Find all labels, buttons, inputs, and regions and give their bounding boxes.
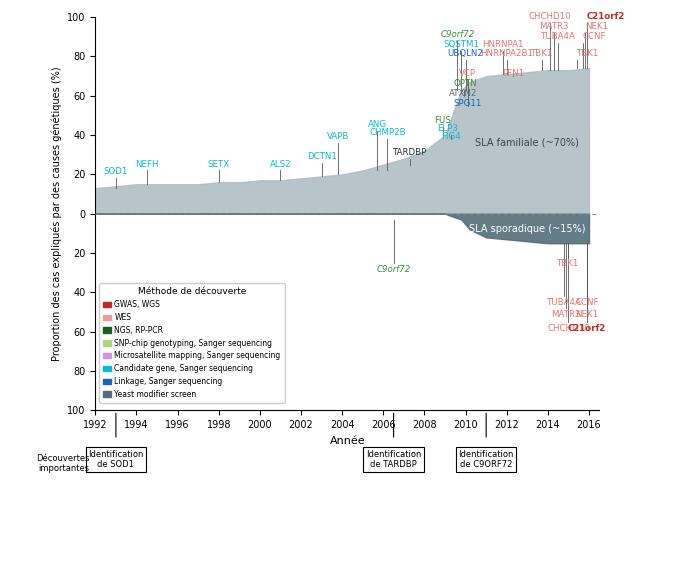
Text: SQSTM1: SQSTM1 — [443, 39, 479, 48]
Y-axis label: Proportion des cas expliqués par des causes génétiques (%): Proportion des cas expliqués par des cau… — [51, 67, 62, 361]
Text: C9orf72: C9orf72 — [377, 265, 411, 274]
Text: ANG: ANG — [368, 120, 387, 129]
Text: CHCHD10: CHCHD10 — [547, 324, 590, 333]
Text: ATXN2: ATXN2 — [449, 89, 477, 97]
Text: SETX: SETX — [208, 160, 229, 169]
Text: Identification
de SOD1: Identification de SOD1 — [89, 450, 144, 469]
Text: TARDBP: TARDBP — [393, 148, 427, 157]
Text: C21orf2: C21orf2 — [587, 12, 625, 21]
Text: CHCHD10: CHCHD10 — [528, 12, 571, 21]
Text: VAPB: VAPB — [327, 132, 349, 141]
Text: NEK1: NEK1 — [585, 22, 608, 31]
Text: SPG11: SPG11 — [454, 99, 482, 108]
Text: CCNF: CCNF — [575, 298, 599, 307]
Text: TUBA4A: TUBA4A — [541, 32, 575, 40]
Text: DCTN1: DCTN1 — [306, 152, 336, 161]
Text: FIG4: FIG4 — [441, 132, 461, 141]
Text: TBK1: TBK1 — [557, 259, 580, 268]
Text: UBQLN2: UBQLN2 — [447, 50, 484, 58]
Text: HNRNPA1: HNRNPA1 — [482, 39, 524, 48]
Text: MATR3: MATR3 — [552, 310, 581, 319]
Text: Identification
de TARDBP: Identification de TARDBP — [366, 450, 422, 469]
Text: C21orf2: C21orf2 — [568, 324, 606, 333]
Text: PFN1: PFN1 — [502, 69, 524, 78]
Text: MATR3: MATR3 — [539, 22, 569, 31]
Text: VCP: VCP — [459, 69, 476, 78]
Text: HNRNPA2B1: HNRNPA2B1 — [480, 50, 533, 58]
X-axis label: Année: Année — [330, 435, 365, 446]
Text: TUBA4A: TUBA4A — [547, 298, 582, 307]
Text: SLA sporadique (~15%): SLA sporadique (~15%) — [469, 225, 586, 234]
Text: TBK1: TBK1 — [530, 50, 553, 58]
Text: CHMP2B: CHMP2B — [369, 128, 406, 137]
Legend: GWAS, WGS, WES, NGS, RP-PCR, SNP-chip genotyping, Sanger sequencing, Microsatell: GWAS, WGS, WES, NGS, RP-PCR, SNP-chip ge… — [99, 283, 285, 402]
Text: CCNF: CCNF — [583, 32, 606, 40]
Text: OPTN: OPTN — [454, 79, 477, 88]
Text: Découvertes
importantes: Découvertes importantes — [35, 454, 89, 473]
Text: TBK1: TBK1 — [577, 50, 599, 58]
Text: SOD1: SOD1 — [104, 168, 128, 176]
Text: C9orf72: C9orf72 — [440, 30, 475, 39]
Text: ALS2: ALS2 — [270, 160, 291, 169]
Text: NEK1: NEK1 — [575, 310, 599, 319]
Text: SLA familiale (~70%): SLA familiale (~70%) — [475, 138, 580, 148]
Text: NEFH: NEFH — [135, 160, 159, 169]
Text: Identification
de C9ORF72: Identification de C9ORF72 — [458, 450, 514, 469]
Text: FUS: FUS — [434, 116, 452, 125]
Text: ELP3: ELP3 — [437, 124, 458, 133]
